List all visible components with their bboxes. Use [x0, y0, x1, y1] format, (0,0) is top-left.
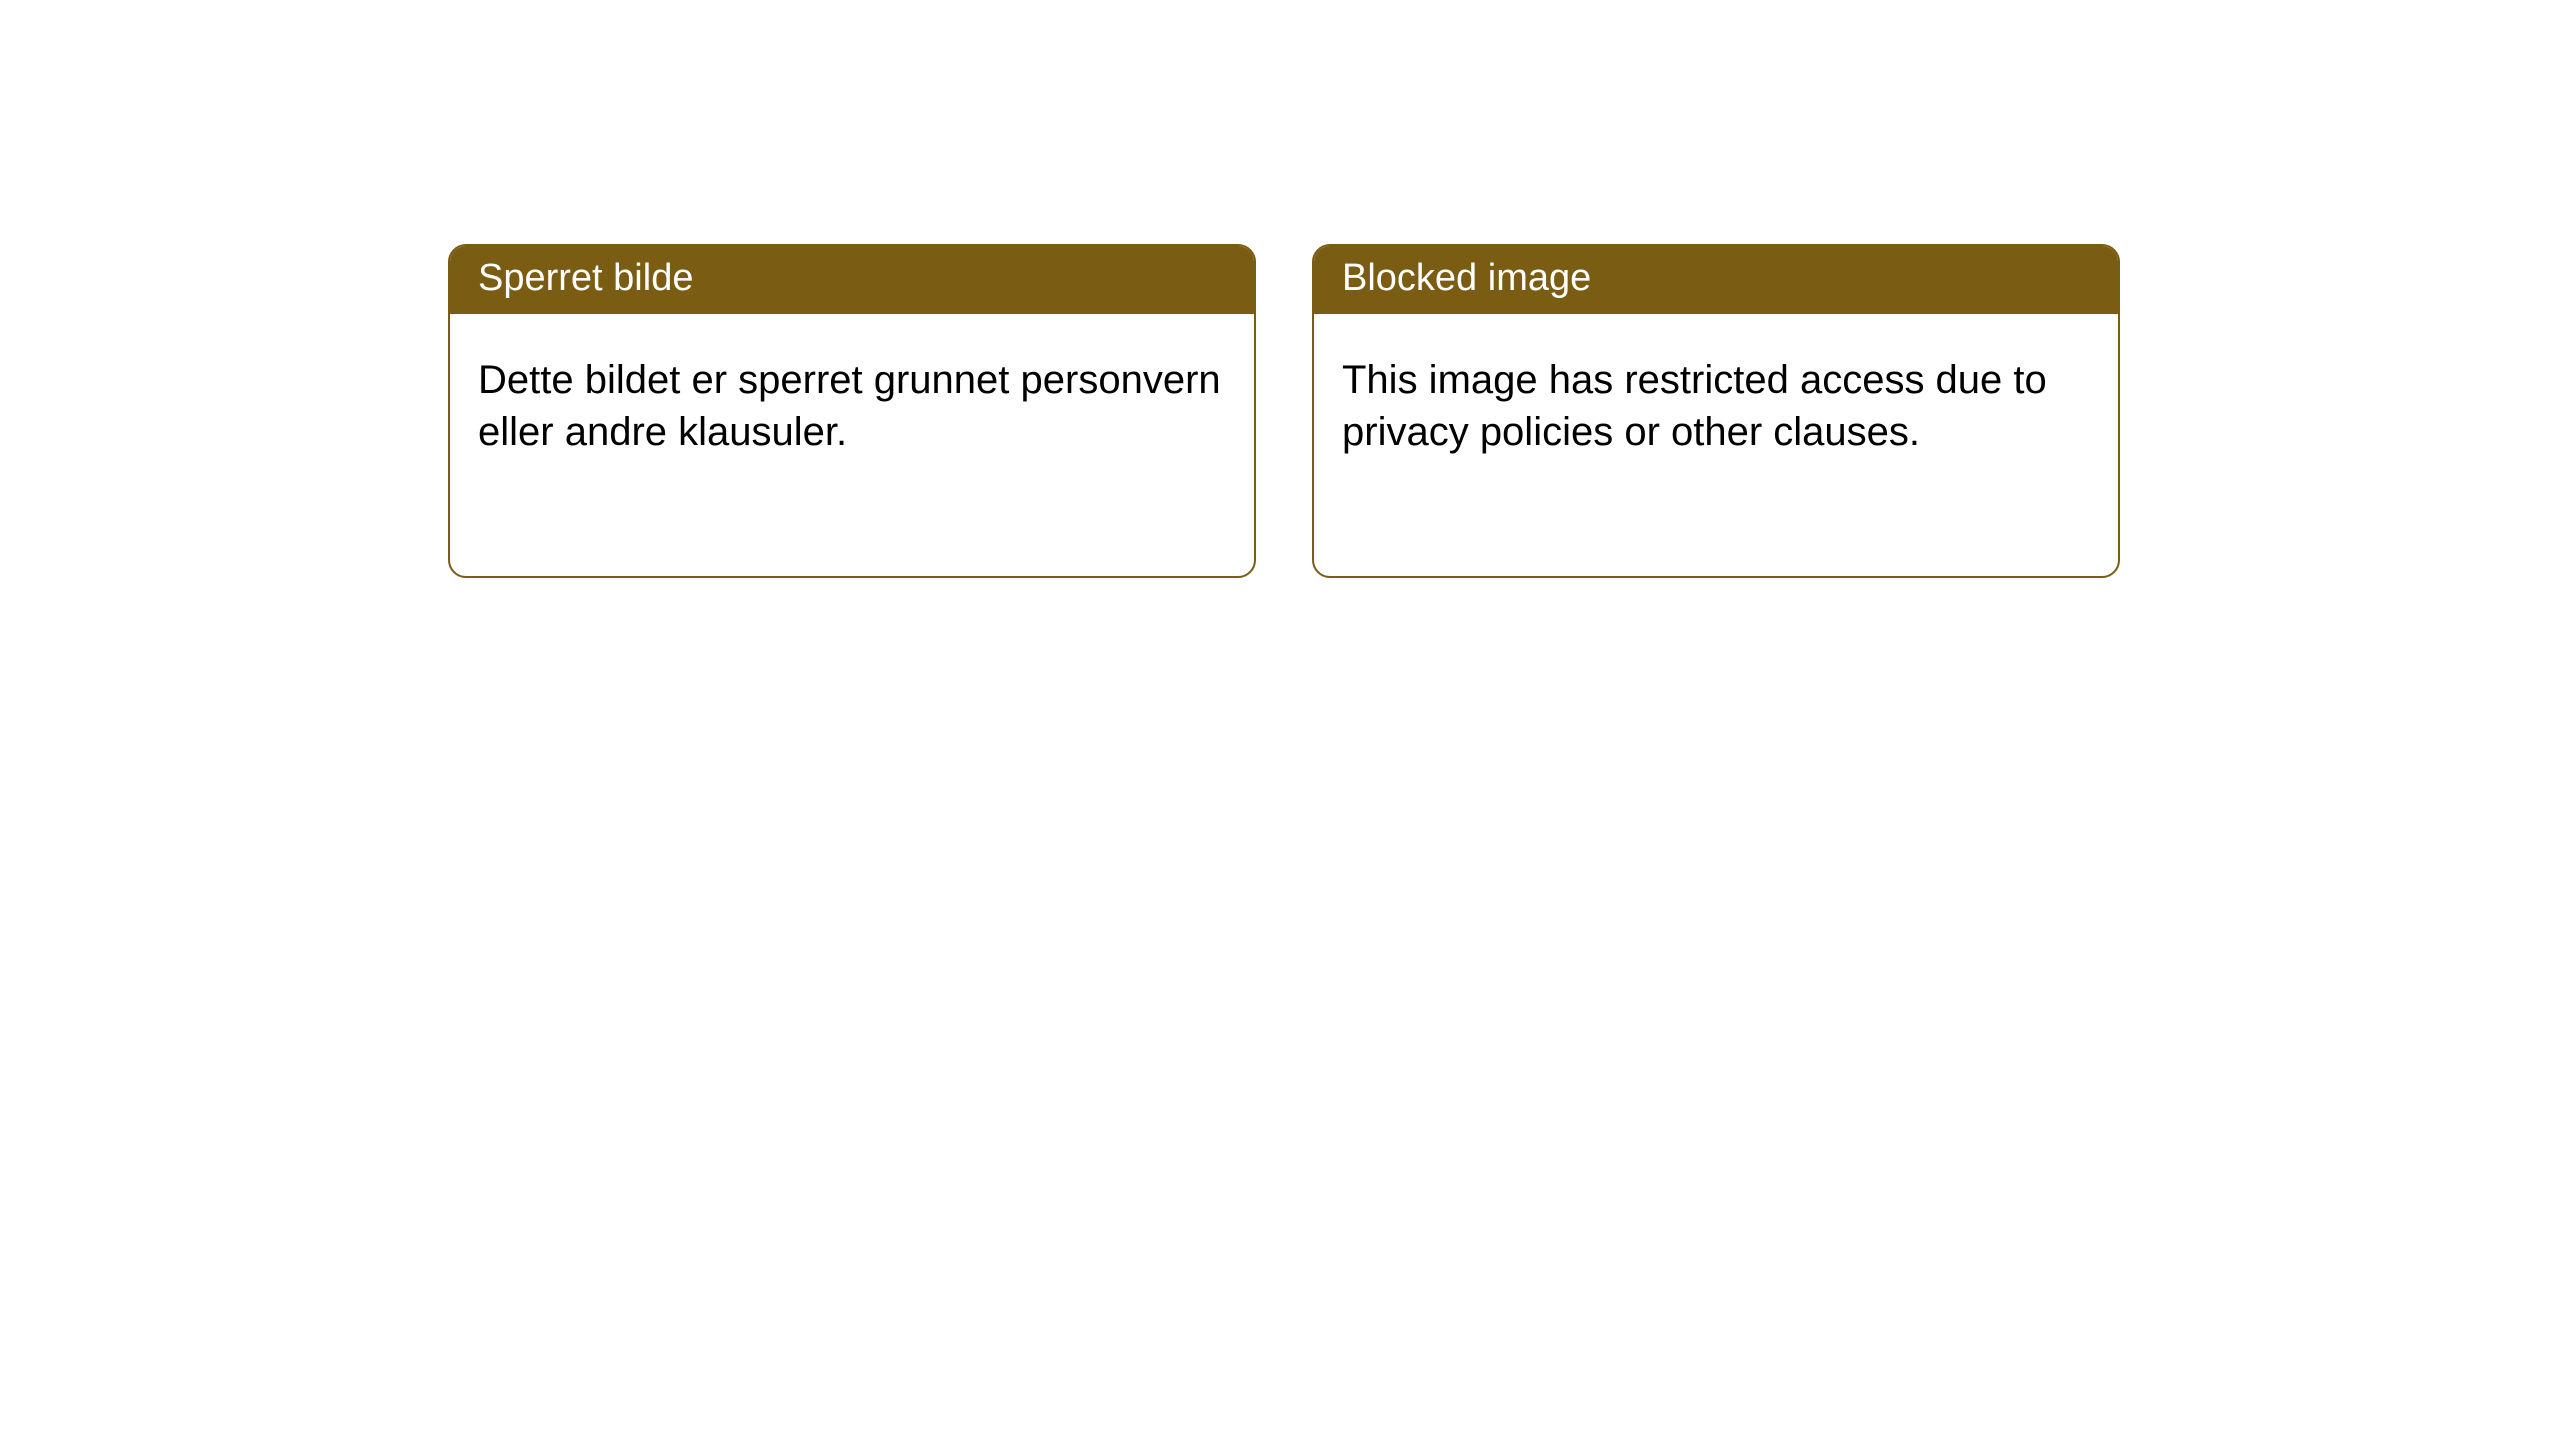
- card-body-text: This image has restricted access due to …: [1342, 358, 2047, 454]
- info-card-norwegian: Sperret bilde Dette bildet er sperret gr…: [448, 244, 1256, 578]
- card-title: Blocked image: [1342, 257, 1591, 299]
- card-header: Sperret bilde: [450, 246, 1254, 314]
- card-header: Blocked image: [1314, 246, 2118, 314]
- card-body-text: Dette bildet er sperret grunnet personve…: [478, 358, 1221, 454]
- info-card-english: Blocked image This image has restricted …: [1312, 244, 2120, 578]
- card-body: Dette bildet er sperret grunnet personve…: [450, 314, 1254, 486]
- card-body: This image has restricted access due to …: [1314, 314, 2118, 486]
- info-cards-container: Sperret bilde Dette bildet er sperret gr…: [448, 244, 2560, 578]
- card-title: Sperret bilde: [478, 257, 693, 299]
